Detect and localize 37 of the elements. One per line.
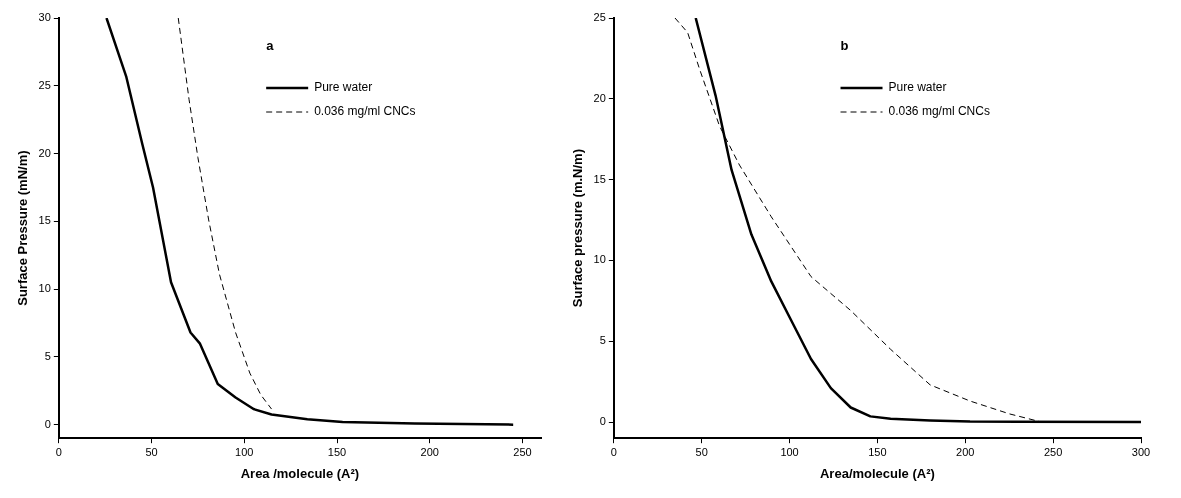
y-tick-label: 15	[38, 214, 51, 227]
x-tick-label: 0	[55, 445, 62, 458]
x-tick-label: 50	[145, 445, 158, 458]
y-tick-label: 25	[593, 11, 606, 24]
y-tick-label: 15	[593, 172, 606, 185]
text: b	[840, 37, 849, 53]
x-tick-label: 100	[780, 445, 799, 458]
y-tick-label: 0	[599, 415, 606, 428]
legend-label: 0.036 mg/ml CNCs	[888, 104, 990, 119]
y-tick-label: 25	[38, 78, 51, 91]
line-series	[177, 18, 273, 410]
x-tick-label: 150	[327, 445, 347, 458]
text: a	[266, 37, 275, 53]
y-tick-label: 0	[44, 417, 51, 430]
y-tick-label: 5	[599, 334, 606, 347]
x-tick-label: 200	[956, 445, 975, 458]
legend-label: 0.036 mg/ml CNCs	[314, 104, 416, 119]
y-tick-label: 30	[38, 11, 51, 24]
x-axis-title: Area /molecule (A²)	[240, 465, 360, 481]
y-tick-label: 20	[593, 91, 606, 104]
y-tick-label: 10	[593, 253, 606, 266]
x-tick-label: 200	[420, 445, 439, 458]
x-tick-label: 100	[235, 445, 254, 458]
y-axis-title: Surface pressure (m.N/m)	[570, 148, 586, 308]
x-tick-label: 300	[1131, 445, 1151, 458]
y-tick-label: 5	[44, 349, 51, 362]
y-axis-title: Surface Pressure (mN/m)	[15, 150, 31, 306]
x-tick-label: 250	[513, 445, 532, 458]
x-tick-label: 50	[695, 445, 708, 458]
legend-label: Pure water	[314, 80, 373, 95]
x-tick-label: 0	[610, 445, 617, 458]
y-tick-label: 10	[38, 282, 51, 295]
x-axis-title: Area/molecule (A²)	[819, 465, 935, 481]
legend-label: Pure water	[888, 80, 947, 95]
x-tick-label: 150	[868, 445, 887, 458]
y-tick-label: 20	[38, 146, 51, 159]
x-tick-label: 250	[1043, 445, 1063, 458]
